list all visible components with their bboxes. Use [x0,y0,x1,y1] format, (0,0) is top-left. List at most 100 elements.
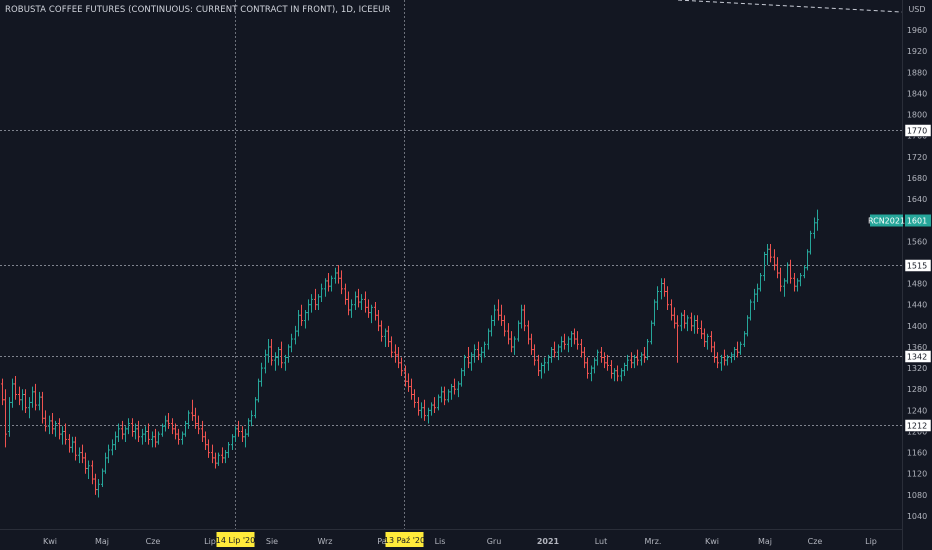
price-tick-label: 1400 [907,322,927,331]
ohlc-bar [87,460,90,480]
ohlc-bar [480,346,483,363]
ohlc-bar [297,309,300,337]
ohlc-bar [221,447,224,464]
time-axis[interactable]: Kwi Maj Cze Lip Sie Wrz Paź Lis Gru 2021 Lut Mrz. Kw… [43,537,877,546]
ohlc-bar [623,362,626,377]
ohlc-bar [204,431,207,450]
ohlc-bar [270,339,273,366]
ohlc-bar [71,436,74,453]
time-tick-label: Mrz. [645,537,662,546]
ohlc-bar [38,391,41,411]
ohlc-bar [254,397,257,419]
ohlc-bar [806,249,809,271]
ohlc-bar [753,288,756,310]
ohlc-bar [477,341,480,361]
price-tick-label: 1880 [907,68,927,77]
price-tick-label: 1640 [907,195,927,204]
axis-tags: 1770 1515 1342 1212 14 Lip '20 13 Paź '20 RCN2… [216,124,932,547]
ohlc-bar [793,273,796,292]
ohlc-bar [277,346,280,366]
ohlc-bar [620,368,623,382]
ohlc-bar [51,412,54,435]
ohlc-bar [334,267,337,284]
chart-title: ROBUSTA COFFEE FUTURES (CONTINUOUS: CURR… [5,5,391,15]
ohlc-bar [290,333,293,353]
ohlc-bar [517,320,520,342]
ohlc-bar [650,320,653,345]
ohlc-bar [636,349,639,366]
ohlc-bar [513,336,516,355]
ohlc-bar [686,315,689,332]
time-tick-label: Lip [865,537,877,546]
ohlc-bar [616,365,619,382]
ohlc-bar [181,431,184,445]
date-marker-tag [385,532,424,547]
last-price-tag [905,214,931,227]
ohlc-bar [653,299,656,326]
ohlc-bar [507,323,510,345]
ohlc-bar [696,315,699,334]
date-marker-label: 13 Paź '20 [384,536,425,545]
ohlc-bar [730,352,733,363]
ohlc-bar [550,346,553,363]
ohlc-bar [690,312,693,332]
ohlc-bar [91,460,94,485]
ohlc-bar [613,368,616,382]
price-tick-label: 1360 [907,343,927,352]
ohlc-bar [423,399,426,421]
ohlc-bar [560,336,563,353]
price-tick-label: 1840 [907,89,927,98]
ohlc-bar [540,362,543,379]
ohlc-bar [420,402,423,419]
ohlc-bar [783,278,786,297]
price-tick-label: 1920 [907,47,927,56]
ohlc-bar [417,397,420,416]
ohlc-bar [64,423,67,445]
ohlc-bar [759,273,762,292]
ohlc-bar [84,452,87,474]
price-tick-label: 1160 [907,449,927,458]
ohlc-bar [340,270,343,295]
ohlc-bar [756,283,759,303]
ohlc-bar [234,426,237,443]
ohlc-bar [670,299,673,321]
ohlc-bar [327,273,330,292]
ohlc-bar [21,389,24,411]
ohlc-bar [593,357,596,374]
ohlc-bar [54,420,57,437]
ohlc-bar [497,299,500,321]
ohlc-bar [676,315,679,363]
ohlc-bar [360,294,363,310]
ohlc-bar [347,291,350,316]
price-level-label: 1515 [907,262,927,271]
ohlc-bar [214,452,217,469]
last-price-label: 1601 [907,217,927,226]
ohlc-bar [567,336,570,353]
ohlc-bar [803,265,806,279]
ohlc-bar [364,291,367,313]
ohlc-bar [101,468,104,487]
time-tick-label: Wrz [317,537,332,546]
ohlc-bar [157,431,160,445]
price-tick-label: 1120 [907,470,927,479]
ohlc-bar [201,420,204,443]
symbol-tag [870,214,903,227]
ohlc-bar [583,346,586,369]
time-tick-label: Lip [204,537,216,546]
date-marker-tag [216,532,255,547]
ohlc-bar [207,439,210,458]
dashed-trend-line[interactable] [677,0,903,13]
ohlc-bar [264,349,267,374]
ohlc-bar [307,299,310,321]
ohlc-bar [224,449,227,464]
crosshair-lines [235,0,405,529]
ohlc-bar [576,331,579,350]
ohlc-bar [227,442,230,458]
ohlc-bar [231,434,234,450]
ohlc-bar [596,349,599,366]
ohlc-bar [8,397,11,437]
ohlc-bar [706,333,709,350]
ohlc-bar [643,346,646,363]
